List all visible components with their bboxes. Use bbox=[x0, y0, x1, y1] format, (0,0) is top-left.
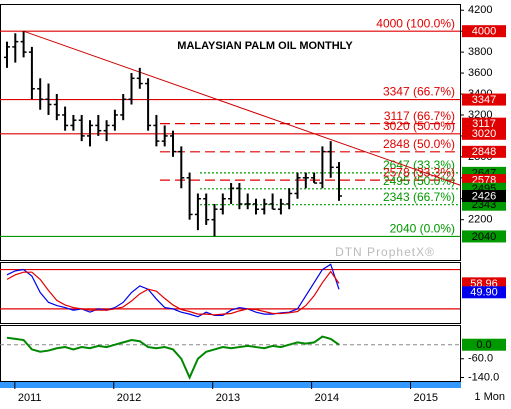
y-tick-label: 3600 bbox=[468, 67, 492, 79]
indicator-line bbox=[6, 335, 340, 380]
indicator-line bbox=[6, 263, 340, 318]
level-label: 2495 (50.0%) bbox=[383, 174, 455, 188]
stochastic-frame bbox=[0, 262, 461, 324]
level-value: 3117 bbox=[472, 118, 496, 130]
y-tick-label: 3800 bbox=[468, 46, 492, 58]
x-tick-label: 2013 bbox=[216, 392, 240, 404]
level-value: 3020 bbox=[472, 128, 496, 140]
trendline bbox=[23, 30, 461, 186]
x-tick-label: 2012 bbox=[117, 392, 141, 404]
level-value-box bbox=[462, 93, 506, 106]
level-label: 3020 (50.0%) bbox=[383, 119, 455, 133]
x-tick-label: 2011 bbox=[18, 392, 42, 404]
level-value: 2040 bbox=[472, 231, 496, 243]
watermark: DTN ProphetX® bbox=[335, 245, 435, 259]
level-value: 2848 bbox=[472, 146, 496, 158]
level-label: 2343 (66.7%) bbox=[383, 190, 455, 204]
current-price-box bbox=[462, 190, 506, 203]
level-label: 3347 (66.7%) bbox=[383, 85, 455, 99]
level-value-box bbox=[462, 127, 506, 140]
price-frame bbox=[0, 4, 461, 261]
level-label: 4000 (100.0%) bbox=[376, 16, 455, 30]
level-label: 2848 (50.0%) bbox=[383, 137, 455, 151]
time-strip bbox=[0, 382, 461, 388]
level-label: 3117 (66.7%) bbox=[384, 109, 455, 123]
y-tick-label: 4200 bbox=[468, 4, 492, 16]
level-label: 2578 (33.3%) bbox=[383, 165, 455, 179]
level-value-box bbox=[462, 25, 506, 38]
level-value: 3347 bbox=[472, 94, 496, 106]
y-tick-label: 2200 bbox=[468, 214, 492, 226]
current-price: 2426 bbox=[472, 190, 496, 202]
level-value: 4000 bbox=[472, 26, 496, 38]
x-tick-label: 2014 bbox=[315, 392, 339, 404]
zero-label-box bbox=[462, 338, 506, 351]
indicator-line bbox=[6, 270, 340, 316]
y-tick-label: -60.0 bbox=[468, 353, 493, 365]
x-tick-label: 2015 bbox=[414, 392, 438, 404]
y-tick-label: -140.0 bbox=[468, 371, 499, 383]
level-label: 2040 (0.0%) bbox=[390, 222, 455, 236]
momentum-frame bbox=[0, 325, 461, 382]
level-value: 2343 bbox=[472, 199, 496, 211]
level-value-box bbox=[462, 230, 506, 243]
chart-title: MALAYSIAN PALM OIL MONTHLY bbox=[177, 40, 353, 52]
current-indicator: 49.90 bbox=[470, 287, 498, 299]
interval-label: 1 Mon bbox=[474, 391, 505, 403]
current-indicator-box bbox=[462, 286, 506, 299]
level-value-box bbox=[462, 145, 506, 158]
zero-label: 0.0 bbox=[476, 339, 491, 351]
level-value-box bbox=[462, 117, 506, 130]
level-label: 2647 (33.3%) bbox=[383, 158, 455, 172]
